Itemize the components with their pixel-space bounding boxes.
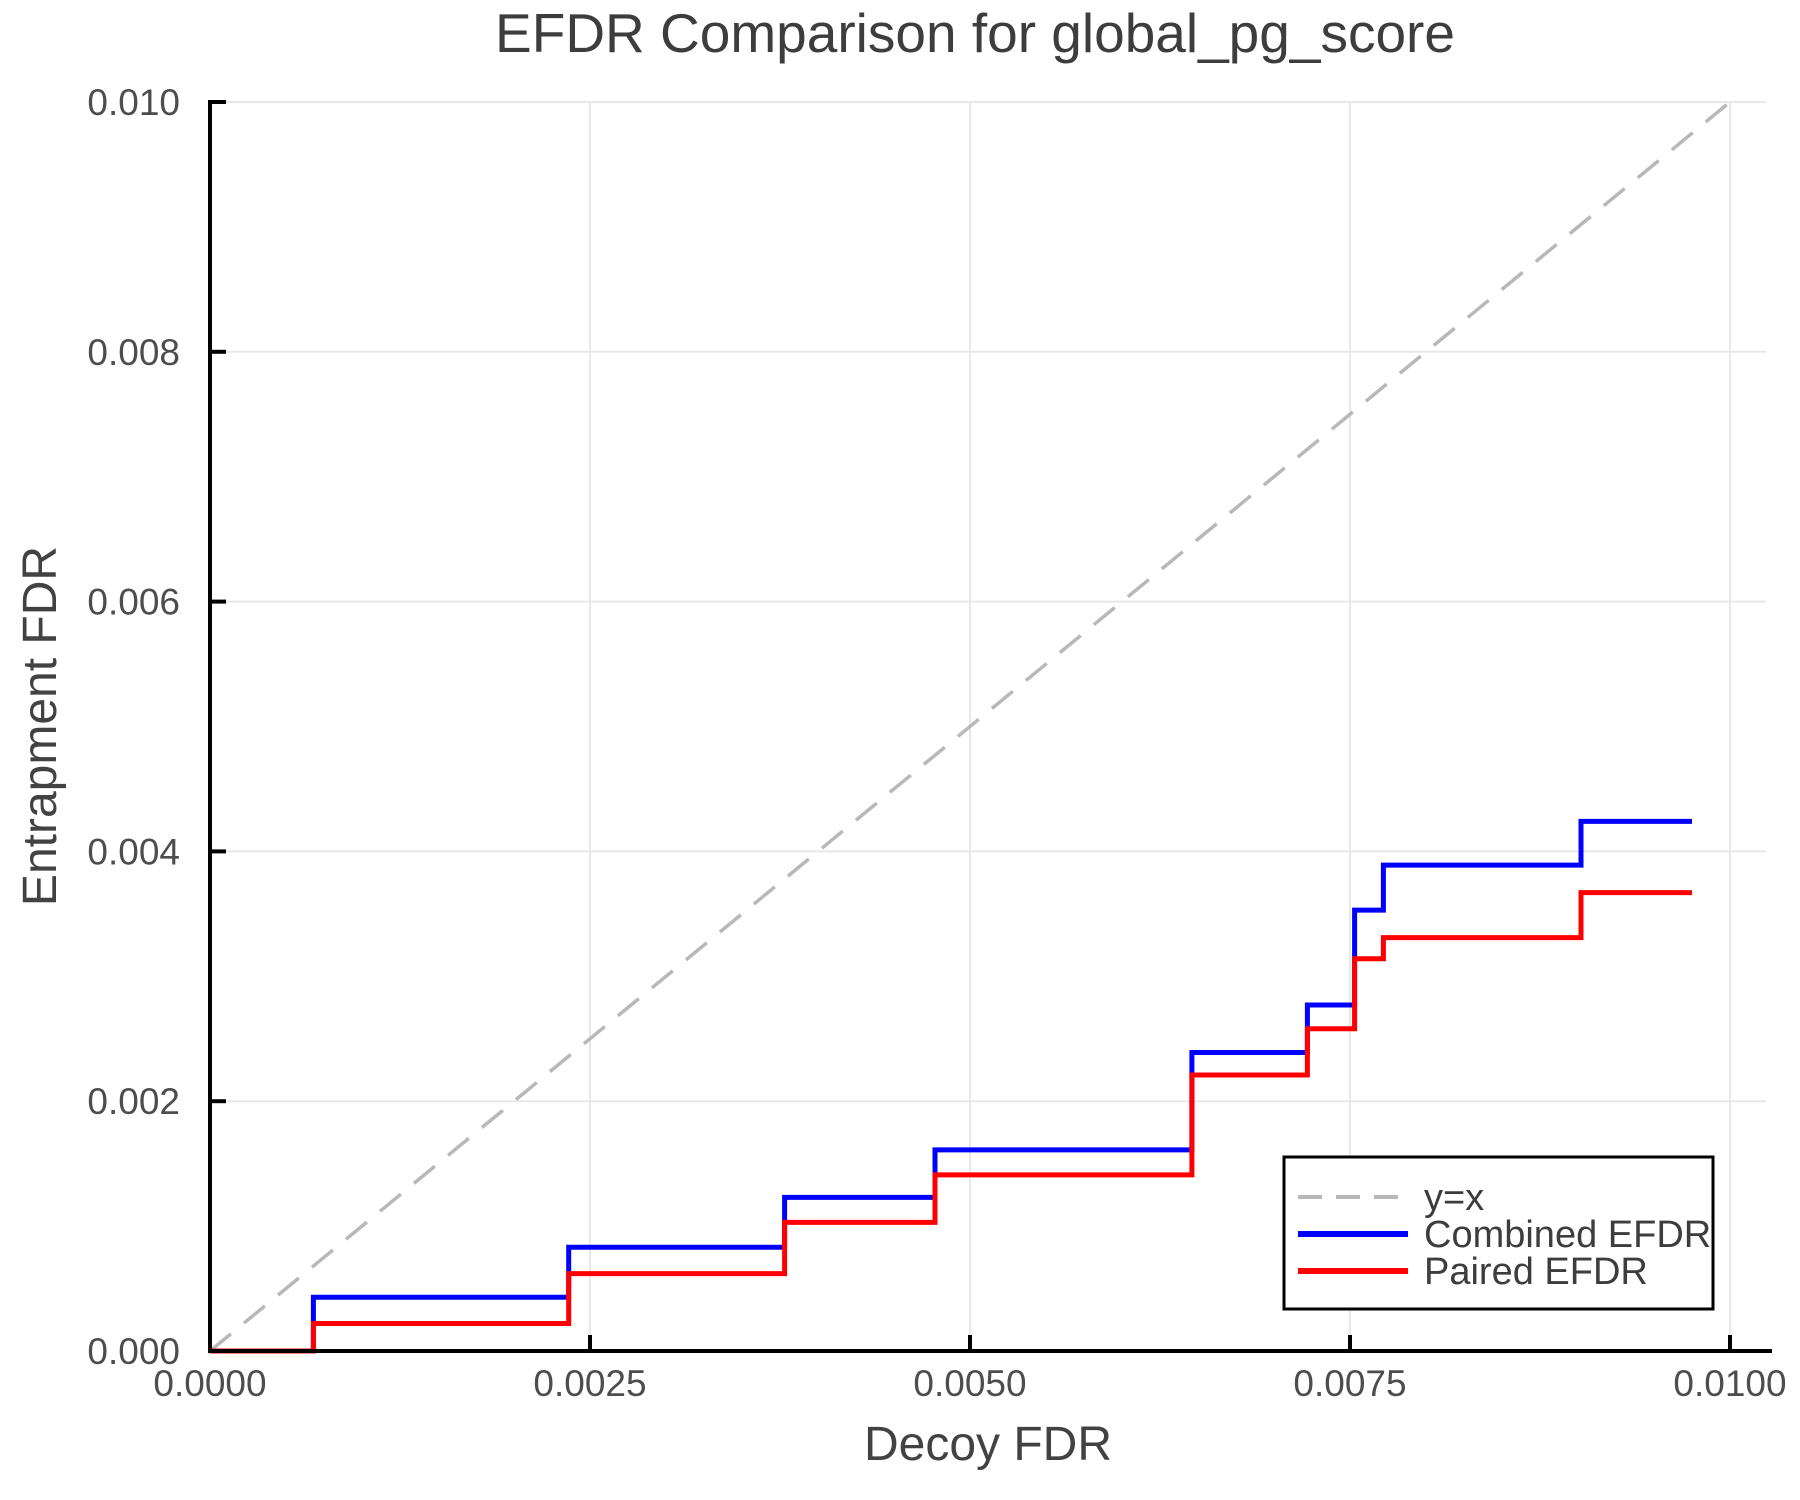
y-tick-label: 0.006 (87, 582, 180, 623)
series-line-paired-efdr (210, 890, 1692, 1354)
identity-line (208, 100, 1732, 1353)
legend: y=x Combined EFDR Paired EFDR (1282, 1155, 1715, 1311)
x-tick-label: 0.0025 (533, 1363, 646, 1404)
legend-label-yx: y=x (1424, 1177, 1484, 1219)
x-axis-label: Decoy FDR (864, 1418, 1112, 1471)
y-tick-label: 0.000 (87, 1331, 180, 1372)
gridlines-layer (210, 101, 1766, 1351)
y-tick-label: 0.010 (87, 82, 180, 123)
tick-labels-layer: 0.0000 0.0025 0.0050 0.0075 0.0100 0.000 0.002… (87, 82, 1786, 1404)
reference-line-layer (208, 100, 1732, 1353)
series-layer (210, 818, 1692, 1354)
axes-layer (208, 100, 1772, 1353)
x-tick-label: 0.0000 (153, 1363, 266, 1404)
y-axis-label: Entrapment FDR (14, 546, 67, 906)
y-tick-label: 0.004 (87, 831, 180, 872)
x-tick-label: 0.0075 (1293, 1363, 1406, 1404)
legend-label-paired: Paired EFDR (1424, 1251, 1648, 1293)
y-tick-label: 0.002 (87, 1081, 180, 1122)
y-tick-label: 0.008 (87, 332, 180, 373)
legend-label-combined: Combined EFDR (1424, 1214, 1711, 1256)
x-tick-label: 0.0050 (913, 1363, 1026, 1404)
chart-title: EFDR Comparison for global_pg_score (495, 2, 1455, 64)
x-tick-label: 0.0100 (1673, 1363, 1786, 1404)
